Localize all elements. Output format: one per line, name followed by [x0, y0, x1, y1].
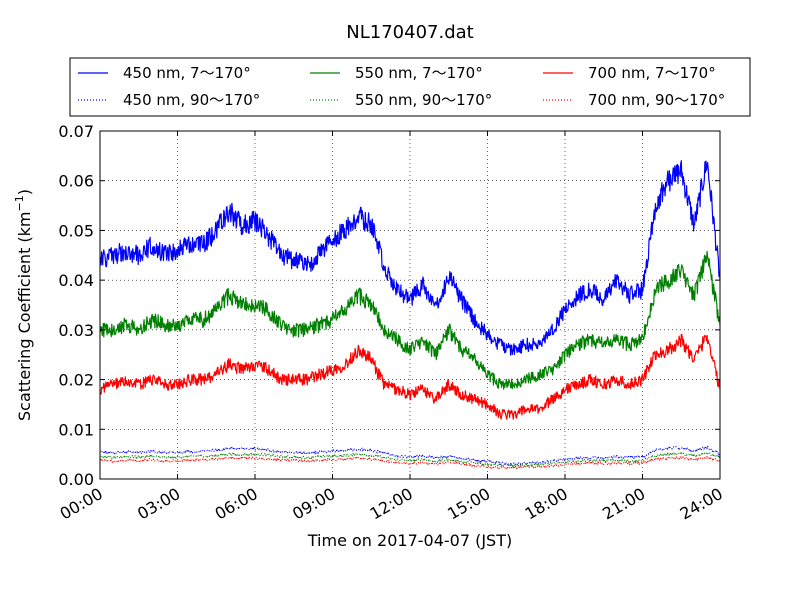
- y-axis-label-superscript: −1: [13, 195, 26, 211]
- x-tick-label: 09:00: [289, 484, 338, 524]
- x-tick-label: 03:00: [134, 484, 183, 524]
- y-tick-label: 0.06: [58, 172, 94, 191]
- series-line-0: [99, 160, 721, 356]
- y-axis-label-main: Scattering Coefficient (km: [15, 211, 34, 421]
- y-tick-label: 0.01: [58, 420, 94, 439]
- y-axis: 0.00 0.01 0.02 0.03 0.04 0.05 0.06 0.07: [58, 122, 720, 489]
- series-line-4: [99, 333, 721, 420]
- x-tick-label: 18:00: [522, 484, 571, 524]
- series-layer: [99, 160, 721, 470]
- legend-label: 550 nm, 90～170°: [355, 91, 492, 109]
- legend-label: 700 nm, 90～170°: [588, 91, 725, 109]
- series-line-3: [99, 451, 721, 468]
- legend-box: [69, 57, 751, 117]
- y-axis-label: Scattering Coefficient (km−1): [13, 189, 34, 421]
- x-tick-label: 24:00: [677, 484, 726, 524]
- series-line-5: [99, 455, 721, 470]
- y-tick-label: 0.03: [58, 321, 94, 340]
- legend-label: 450 nm, 90～170°: [123, 91, 260, 109]
- y-tick-label: 0.02: [58, 371, 94, 390]
- x-tick-label: 15:00: [444, 484, 493, 524]
- x-tick-label: 21:00: [599, 484, 648, 524]
- y-tick-label: 0.04: [58, 271, 94, 290]
- grid: [100, 131, 720, 479]
- x-tick-label: 06:00: [212, 484, 261, 524]
- y-tick-label: 0.05: [58, 221, 94, 240]
- x-tick-label: 12:00: [367, 484, 416, 524]
- series-line-1: [99, 445, 721, 466]
- legend: 450 nm, 7～170° 550 nm, 7～170° 700 nm, 7～17…: [69, 57, 751, 117]
- x-axis-label: Time on 2017-04-07 (JST): [307, 531, 512, 550]
- chart-title: NL170407.dat: [346, 22, 473, 43]
- legend-label: 700 nm, 7～170°: [588, 64, 716, 82]
- y-tick-label: 0.07: [58, 122, 94, 141]
- legend-label: 550 nm, 7～170°: [355, 64, 483, 82]
- y-tick-label: 0.00: [58, 470, 94, 489]
- x-tick-label: 00:00: [57, 484, 106, 524]
- legend-label: 450 nm, 7～170°: [123, 64, 251, 82]
- series-line-2: [99, 250, 721, 390]
- y-axis-label-close: ): [15, 189, 34, 195]
